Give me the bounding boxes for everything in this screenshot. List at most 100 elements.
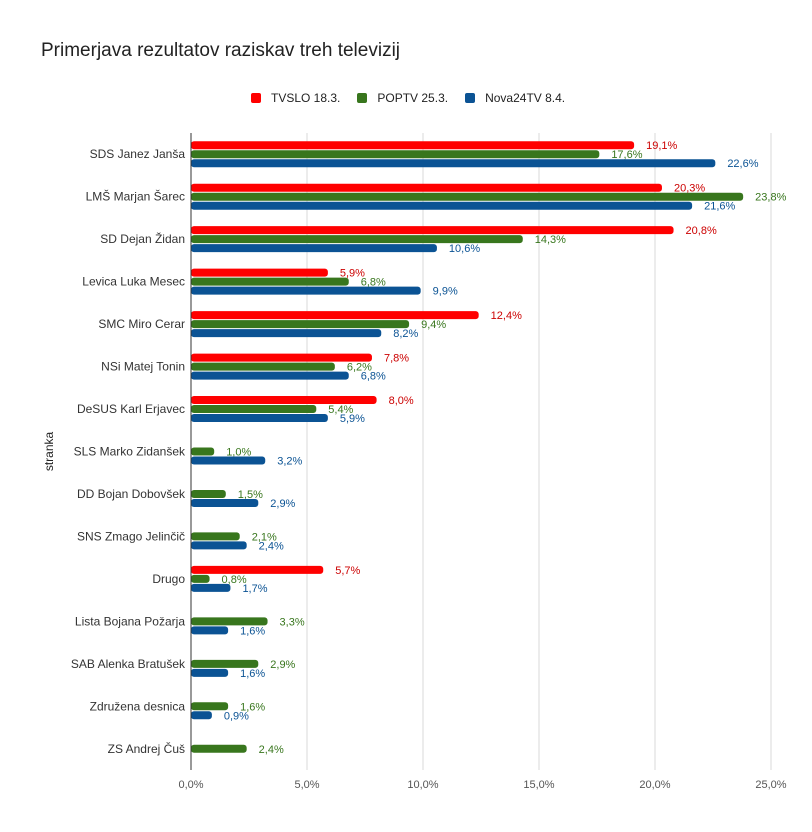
- data-label-nova24tv-8-4-sd-dejan-zidan: 10,6%: [449, 243, 480, 255]
- bar-tvslo-18-3-sd-dejan-zidan: [191, 226, 674, 235]
- category-label-nsi-matej-tonin: NSi Matej Tonin: [101, 360, 185, 374]
- category-label-lista-bojana-pozarja: Lista Bojana Požarja: [75, 614, 185, 628]
- category-label-drugo: Drugo: [152, 572, 185, 586]
- data-label-nova24tv-8-4-zdruzena-desnica: 0,9%: [224, 710, 249, 722]
- bar-poptv-25-3-sns-zmago-jelincic: [191, 532, 240, 541]
- category-label-sd-dejan-zidan: SD Dejan Židan: [100, 231, 185, 246]
- data-label-poptv-25-3-sd-dejan-zidan: 14,3%: [535, 234, 566, 246]
- data-label-poptv-25-3-desus-karl-erjavec: 5,4%: [328, 404, 353, 416]
- bar-nova24tv-8-4-smc-miro-cerar: [191, 329, 382, 338]
- data-label-poptv-25-3-lista-bojana-pozarja: 3,3%: [280, 616, 305, 628]
- legend-label-nova24tv: Nova24TV 8.4.: [485, 91, 566, 105]
- bar-poptv-25-3-drugo: [191, 574, 210, 583]
- bar-poptv-25-3-lista-bojana-pozarja: [191, 617, 268, 626]
- category-label-sds-janez-jansa: SDS Janez Janša: [90, 147, 186, 161]
- bar-poptv-25-3-lms-marjan-sarec: [191, 192, 744, 201]
- data-label-tvslo-18-3-levica-luka-mesec: 5,9%: [340, 268, 365, 280]
- data-label-poptv-25-3-lms-marjan-sarec: 23,8%: [755, 192, 786, 204]
- data-label-nova24tv-8-4-sls-marko-zidansek: 3,2%: [277, 456, 302, 468]
- data-label-tvslo-18-3-lms-marjan-sarec: 20,3%: [674, 183, 705, 195]
- bar-poptv-25-3-levica-luka-mesec: [191, 277, 349, 286]
- bar-poptv-25-3-sls-marko-zidansek: [191, 447, 215, 456]
- bar-tvslo-18-3-drugo: [191, 565, 324, 574]
- category-label-sns-zmago-jelincic: SNS Zmago Jelinčič: [77, 529, 185, 543]
- category-label-zdruzena-desnica: Združena desnica: [90, 699, 186, 713]
- data-label-poptv-25-3-levica-luka-mesec: 6,8%: [361, 277, 386, 289]
- bar-nova24tv-8-4-nsi-matej-tonin: [191, 371, 349, 380]
- bar-poptv-25-3-smc-miro-cerar: [191, 320, 410, 329]
- bar-poptv-25-3-zs-andrej-cus: [191, 744, 247, 753]
- bar-poptv-25-3-desus-karl-erjavec: [191, 405, 317, 414]
- bar-nova24tv-8-4-lms-marjan-sarec: [191, 201, 693, 210]
- legend: TVSLO 18.3. POPTV 25.3. Nova24TV 8.4.: [251, 91, 582, 105]
- data-label-nova24tv-8-4-sab-alenka-bratusek: 1,6%: [240, 668, 265, 680]
- bar-nova24tv-8-4-sd-dejan-zidan: [191, 244, 437, 253]
- legend-item-tvslo: TVSLO 18.3.: [251, 91, 340, 105]
- y-axis-label: stranka: [42, 432, 56, 472]
- bar-tvslo-18-3-levica-luka-mesec: [191, 268, 328, 277]
- data-label-nova24tv-8-4-drugo: 1,7%: [242, 583, 267, 595]
- category-label-desus-karl-erjavec: DeSUS Karl Erjavec: [77, 402, 185, 416]
- bar-poptv-25-3-zdruzena-desnica: [191, 702, 229, 711]
- data-label-poptv-25-3-nsi-matej-tonin: 6,2%: [347, 362, 372, 374]
- category-label-dd-bojan-dobovsek: DD Bojan Dobovšek: [77, 487, 186, 501]
- category-label-sls-marko-zidansek: SLS Marko Zidanšek: [74, 445, 186, 459]
- bar-nova24tv-8-4-sds-janez-jansa: [191, 159, 716, 168]
- x-tick-label-1: 5,0%: [294, 779, 319, 791]
- bar-nova24tv-8-4-drugo: [191, 583, 231, 592]
- bar-poptv-25-3-sd-dejan-zidan: [191, 235, 523, 244]
- bar-tvslo-18-3-desus-karl-erjavec: [191, 396, 377, 405]
- data-label-nova24tv-8-4-levica-luka-mesec: 9,9%: [433, 286, 458, 298]
- data-label-poptv-25-3-sls-marko-zidansek: 1,0%: [226, 447, 251, 459]
- bar-nova24tv-8-4-lista-bojana-pozarja: [191, 626, 229, 635]
- bar-nova24tv-8-4-desus-karl-erjavec: [191, 414, 328, 423]
- data-label-nova24tv-8-4-sds-janez-jansa: 22,6%: [727, 158, 758, 170]
- data-label-poptv-25-3-zs-andrej-cus: 2,4%: [259, 744, 284, 756]
- bar-nova24tv-8-4-levica-luka-mesec: [191, 286, 421, 295]
- bar-poptv-25-3-nsi-matej-tonin: [191, 362, 335, 371]
- category-label-levica-luka-mesec: Levica Luka Mesec: [82, 275, 185, 289]
- data-label-nova24tv-8-4-lms-marjan-sarec: 21,6%: [704, 201, 735, 213]
- bar-poptv-25-3-sds-janez-jansa: [191, 150, 600, 159]
- chart-title: Primerjava rezultatov raziskav treh tele…: [41, 40, 401, 61]
- data-label-tvslo-18-3-nsi-matej-tonin: 7,8%: [384, 353, 409, 365]
- data-label-nova24tv-8-4-sns-zmago-jelincic: 2,4%: [259, 540, 284, 552]
- category-label-lms-marjan-sarec: LMŠ Marjan Šarec: [86, 189, 185, 204]
- data-label-poptv-25-3-zdruzena-desnica: 1,6%: [240, 701, 265, 713]
- legend-label-poptv: POPTV 25.3.: [377, 91, 449, 105]
- data-label-tvslo-18-3-sd-dejan-zidan: 20,8%: [686, 225, 717, 237]
- bar-nova24tv-8-4-sab-alenka-bratusek: [191, 668, 229, 677]
- bar-nova24tv-8-4-sns-zmago-jelincic: [191, 541, 247, 550]
- data-label-nova24tv-8-4-lista-bojana-pozarja: 1,6%: [240, 625, 265, 637]
- data-label-poptv-25-3-sds-janez-jansa: 17,6%: [611, 149, 642, 161]
- bar-nova24tv-8-4-zdruzena-desnica: [191, 711, 212, 720]
- legend-item-nova24tv: Nova24TV 8.4.: [465, 91, 565, 105]
- x-tick-label-2: 10,0%: [407, 779, 438, 791]
- category-label-sab-alenka-bratusek: SAB Alenka Bratušek: [71, 657, 186, 671]
- bar-tvslo-18-3-nsi-matej-tonin: [191, 353, 372, 362]
- bar-nova24tv-8-4-sls-marko-zidansek: [191, 456, 266, 465]
- legend-label-tvslo: TVSLO 18.3.: [271, 91, 341, 105]
- x-tick-label-4: 20,0%: [639, 779, 670, 791]
- data-label-poptv-25-3-drugo: 0,8%: [222, 574, 247, 586]
- data-label-poptv-25-3-smc-miro-cerar: 9,4%: [421, 319, 446, 331]
- data-label-tvslo-18-3-sds-janez-jansa: 19,1%: [646, 140, 677, 152]
- bar-poptv-25-3-dd-bojan-dobovsek: [191, 489, 226, 498]
- legend-swatch-tvslo: [251, 93, 261, 103]
- data-label-poptv-25-3-dd-bojan-dobovsek: 1,5%: [238, 489, 263, 501]
- bar-poptv-25-3-sab-alenka-bratusek: [191, 659, 259, 668]
- bar-tvslo-18-3-smc-miro-cerar: [191, 311, 479, 320]
- legend-swatch-nova24tv: [465, 93, 476, 103]
- x-tick-label-3: 15,0%: [523, 779, 554, 791]
- data-label-poptv-25-3-sab-alenka-bratusek: 2,9%: [270, 659, 295, 671]
- data-label-nova24tv-8-4-smc-miro-cerar: 8,2%: [393, 328, 418, 340]
- data-label-tvslo-18-3-drugo: 5,7%: [335, 565, 360, 577]
- x-tick-label-5: 25,0%: [755, 779, 786, 791]
- data-label-poptv-25-3-sns-zmago-jelincic: 2,1%: [252, 531, 277, 543]
- data-label-nova24tv-8-4-nsi-matej-tonin: 6,8%: [361, 371, 386, 383]
- data-label-nova24tv-8-4-desus-karl-erjavec: 5,9%: [340, 413, 365, 425]
- data-label-nova24tv-8-4-dd-bojan-dobovsek: 2,9%: [270, 498, 295, 510]
- x-tick-label-0: 0,0%: [178, 779, 203, 791]
- legend-item-poptv: POPTV 25.3.: [357, 91, 448, 105]
